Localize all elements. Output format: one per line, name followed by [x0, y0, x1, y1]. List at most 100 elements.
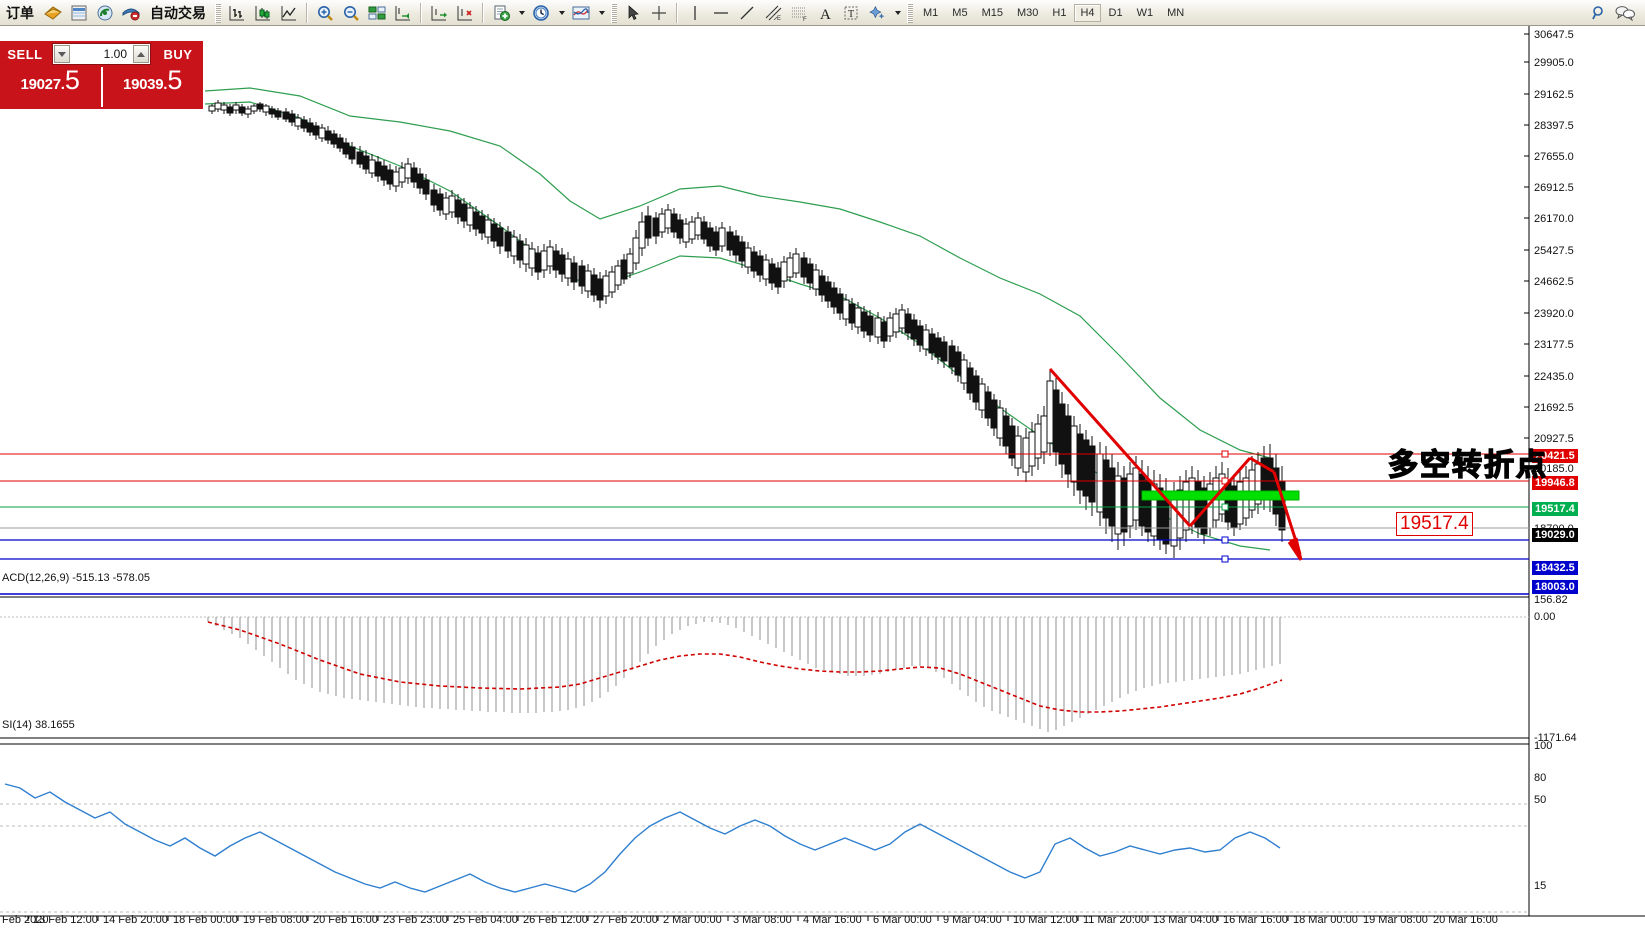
indicators-icon[interactable] — [569, 2, 593, 24]
price-tick-5: 26912.5 — [1534, 182, 1574, 194]
sell-button[interactable]: SELL — [7, 46, 43, 62]
timeframe-m15[interactable]: M15 — [981, 6, 1003, 19]
chat-icon[interactable] — [1613, 2, 1637, 24]
auto-scroll-icon[interactable] — [427, 2, 451, 24]
time-tick-8: 26 Feb 12:00 — [523, 914, 588, 926]
time-tick-10: 2 Mar 00:00 — [663, 914, 722, 926]
candlestick-chart-icon[interactable] — [251, 2, 275, 24]
period-separator-icon[interactable] — [529, 2, 553, 24]
toolbar-grip-3[interactable] — [907, 2, 913, 23]
toolbar-grip[interactable] — [215, 2, 221, 23]
support-level-annotation[interactable]: 19517.4 — [1396, 512, 1473, 536]
bar-chart-icon[interactable] — [225, 2, 249, 24]
time-tick-5: 20 Feb 16:00 — [313, 914, 378, 926]
macd-indicator-label: ACD(12,26,9) -515.13 -578.05 — [2, 572, 153, 584]
buy-price-integer: 19039 — [123, 76, 164, 93]
chinese-annotation-text[interactable]: 多空转折点 — [1387, 448, 1548, 483]
svg-text:A: A — [820, 7, 831, 22]
time-tick-13: 6 Mar 00:00 — [873, 914, 932, 926]
chart-canvas[interactable] — [0, 26, 1645, 950]
shift-end-icon[interactable] — [391, 2, 415, 24]
fibonacci-icon[interactable]: F — [787, 2, 811, 24]
orders-button[interactable]: 订单 — [6, 4, 34, 21]
text-icon[interactable]: T — [839, 2, 863, 24]
svg-text:T: T — [848, 9, 854, 20]
main-toolbar: 订单 自动交易 — [0, 0, 1645, 26]
price-tick-13: 20927.5 — [1534, 433, 1574, 445]
time-tick-3: 18 Feb 00:00 — [173, 914, 238, 926]
crosshair-icon[interactable] — [647, 2, 671, 24]
toolbar-separator-3 — [482, 2, 484, 23]
toolbar-separator-2 — [420, 2, 422, 23]
shapes-dropdown-icon[interactable] — [891, 2, 903, 24]
chart-shift-icon[interactable] — [453, 2, 477, 24]
price-level-current: 19029.0 — [1532, 528, 1578, 542]
price-tick-9: 23920.0 — [1534, 308, 1574, 320]
price-level-support[interactable]: 19517.4 — [1532, 502, 1578, 516]
timeframe-m30[interactable]: M30 — [1016, 6, 1039, 19]
vertical-line-icon[interactable] — [683, 2, 707, 24]
market-watch-icon[interactable] — [67, 2, 91, 24]
new-order-icon[interactable] — [489, 2, 513, 24]
sell-price[interactable]: 19027 . 5 — [0, 67, 101, 107]
search-icon[interactable] — [1587, 2, 1611, 24]
timeframe-m5[interactable]: M5 — [952, 6, 968, 19]
time-tick-21: 20 Mar 16:00 — [1433, 914, 1498, 926]
time-tick-4: 19 Feb 08:00 — [243, 914, 308, 926]
time-tick-11: 3 Mar 08:00 — [733, 914, 792, 926]
buy-price-fraction: 5 — [167, 65, 183, 95]
timeframe-h4[interactable]: H4 — [1074, 3, 1101, 22]
price-level-target-1[interactable]: 18432.5 — [1532, 561, 1578, 575]
zoom-in-icon[interactable] — [313, 2, 337, 24]
expert-advisor-icon[interactable] — [41, 2, 65, 24]
volume-input[interactable]: 1.00 — [103, 47, 127, 61]
trendline-icon[interactable] — [735, 2, 759, 24]
time-tick-20: 19 Mar 08:00 — [1363, 914, 1428, 926]
price-tick-0: 30647.5 — [1534, 29, 1574, 41]
autotrade-icon[interactable] — [119, 2, 143, 24]
price-tick-14: 20185.0 — [1534, 463, 1574, 475]
toolbar-grip-2[interactable] — [611, 2, 617, 23]
timeframe-mn[interactable]: MN — [1167, 6, 1185, 19]
line-chart-icon[interactable] — [277, 2, 301, 24]
chevron-down-icon — [58, 51, 66, 57]
period-dropdown-icon[interactable] — [555, 2, 567, 24]
rsi-axis-50: 50 — [1534, 794, 1547, 806]
toolbar-separator-4 — [676, 2, 678, 23]
horizontal-line-icon[interactable] — [709, 2, 733, 24]
tile-windows-icon[interactable] — [365, 2, 389, 24]
equidistant-channel-icon[interactable]: E — [761, 2, 785, 24]
shapes-icon[interactable] — [865, 2, 889, 24]
indicators-dropdown-icon[interactable] — [595, 2, 607, 24]
cursor-icon[interactable] — [621, 2, 645, 24]
macd-axis-min: -1171.64 — [1534, 732, 1577, 744]
buy-price[interactable]: 19039 . 5 — [100, 65, 204, 107]
one-click-trading-panel[interactable]: SELL 1.00 BUY 19027 . 5 19039 . 5 — [0, 41, 203, 109]
volume-stepper[interactable]: 1.00 — [52, 43, 151, 65]
time-tick-7: 25 Feb 04:00 — [453, 914, 518, 926]
timeframe-d1[interactable]: D1 — [1108, 6, 1123, 19]
text-label-icon[interactable]: A — [813, 2, 837, 24]
timeframe-h1[interactable]: H1 — [1052, 6, 1067, 19]
new-order-dropdown-icon[interactable] — [515, 2, 527, 24]
buy-button[interactable]: BUY — [163, 46, 193, 62]
autotrade-label[interactable]: 自动交易 — [150, 4, 206, 21]
time-tick-19: 18 Mar 00:00 — [1293, 914, 1358, 926]
sell-price-dot: . — [60, 76, 65, 93]
price-tick-4: 27655.0 — [1534, 151, 1574, 163]
price-tick-1: 29905.0 — [1534, 57, 1574, 69]
navigator-icon[interactable] — [93, 2, 117, 24]
zoom-out-icon[interactable] — [339, 2, 363, 24]
buy-price-dot: . — [163, 76, 168, 93]
price-level-resistance-2[interactable]: 19946.8 — [1532, 476, 1578, 490]
volume-increase-button[interactable] — [133, 45, 149, 63]
time-tick-0: Feb 2020 — [2, 914, 49, 926]
timeframe-w1[interactable]: W1 — [1136, 6, 1154, 19]
timeframe-m1[interactable]: M1 — [923, 6, 939, 19]
price-level-target-2[interactable]: 18003.0 — [1532, 580, 1578, 594]
time-tick-1: 13 Feb 12:00 — [33, 914, 98, 926]
time-tick-2: 14 Feb 20:00 — [103, 914, 168, 926]
price-level-resistance-1[interactable]: 20421.5 — [1532, 449, 1578, 463]
volume-decrease-button[interactable] — [54, 45, 70, 63]
time-tick-15: 10 Mar 12:00 — [1013, 914, 1078, 926]
